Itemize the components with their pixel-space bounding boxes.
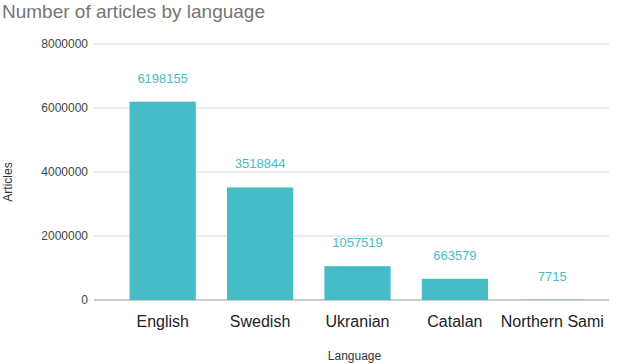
x-tick-label: English <box>136 313 188 330</box>
y-axis-label: Articles <box>1 162 15 201</box>
data-label: 1057519 <box>332 235 383 250</box>
bar <box>130 102 196 300</box>
y-tick-label: 4000000 <box>41 165 88 179</box>
x-tick-label: Swedish <box>230 313 290 330</box>
bars <box>130 102 586 300</box>
data-label: 6198155 <box>137 71 188 86</box>
grid-line <box>94 44 609 45</box>
chart-svg: 0 2000000 4000000 6000000 8000000 6198155 3518… <box>0 0 624 364</box>
x-tick-label: Catalan <box>427 313 482 330</box>
data-label: 7715 <box>538 269 567 284</box>
bar <box>519 299 585 300</box>
x-axis-label: Language <box>328 349 382 363</box>
bar <box>324 266 390 300</box>
y-tick-label: 2000000 <box>41 229 88 243</box>
y-tick-label: 8000000 <box>41 37 88 51</box>
title: Number of articles by language <box>2 1 265 22</box>
data-label: 3518844 <box>235 156 286 171</box>
data-label: 663579 <box>433 248 476 263</box>
chart-container: 0 2000000 4000000 6000000 8000000 6198155 3518… <box>0 0 624 364</box>
x-tick-label: Northern Sami <box>501 313 604 330</box>
bar <box>227 187 293 300</box>
x-tick-label: Ukranian <box>325 313 389 330</box>
y-tick-label: 6000000 <box>41 101 88 115</box>
y-tick-label: 0 <box>81 293 88 307</box>
bar <box>422 279 488 300</box>
